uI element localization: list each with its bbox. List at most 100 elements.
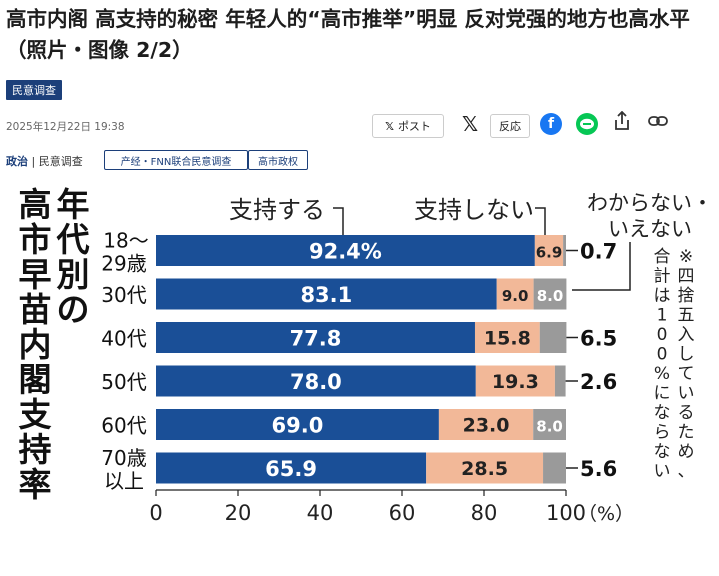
share-icon[interactable] — [613, 110, 631, 136]
chart-title-char: 内 — [19, 325, 52, 364]
chart-note-char: 捨 — [678, 286, 695, 306]
data-label-dontknow: 8.0 — [536, 418, 563, 436]
bar-dontknow — [543, 452, 566, 484]
bar-nonsupport — [426, 452, 544, 484]
x-tick-label: 60 — [389, 501, 416, 525]
bar-support — [156, 365, 476, 397]
bar-support — [156, 409, 439, 440]
chart-note-char: 0 — [657, 325, 668, 345]
react-button[interactable]: 反応 — [490, 114, 530, 138]
data-label-nonsupport: 15.8 — [484, 328, 531, 350]
chart-title-char: の — [57, 290, 90, 329]
category-label: 60代 — [101, 414, 146, 438]
chart-note-char: 合 — [654, 247, 671, 267]
chart-note-char: い — [678, 384, 695, 404]
article-headline: 高市内阁 高支持的秘密 年轻人的“高市推举”明显 反对党强的地方也高水平（照片・… — [6, 7, 690, 62]
bar-nonsupport — [475, 365, 555, 397]
chart-note-char: は — [654, 286, 671, 306]
bar-support — [156, 452, 427, 484]
legend-support-leader — [333, 207, 344, 236]
category-tag[interactable]: 民意调查 — [6, 80, 62, 100]
x-tick-label: 100 — [546, 501, 586, 525]
facebook-icon[interactable]: f — [540, 113, 562, 135]
category-label: 30代 — [101, 283, 146, 307]
bar-dontknow — [539, 322, 567, 353]
data-label-support: 77.8 — [290, 327, 342, 351]
chart-title-char: 高 — [19, 186, 52, 224]
bar-dontknow — [554, 365, 566, 397]
x-icon[interactable]: 𝕏 — [462, 112, 479, 136]
chip-survey[interactable]: 产经・FNN联合民意调查 — [104, 150, 248, 170]
breadcrumb-sub[interactable]: 民意调查 — [38, 155, 83, 168]
chart-title-char: 市 — [19, 220, 52, 259]
category-label: 50代 — [101, 370, 146, 394]
category-label: 29歳 — [101, 252, 146, 276]
chart-note-char: 五 — [678, 306, 695, 326]
bar-nonsupport — [496, 278, 534, 310]
chart-note-char: た — [678, 423, 695, 443]
x-tick-label: 80 — [471, 501, 498, 525]
chart-title-char: 持 — [19, 430, 52, 469]
chart-note-char: い — [654, 462, 671, 482]
post-button[interactable]: 𝕏 ポスト — [372, 114, 444, 138]
x-axis-unit: （%） — [578, 503, 634, 525]
publish-date: 2025年12月22日 19:38 — [6, 121, 125, 133]
legend-dontknow-line1: わからない・ — [587, 191, 713, 215]
chart-title-char: 代 — [56, 220, 90, 259]
bar-support — [156, 322, 475, 353]
chart-note-char: 、 — [678, 462, 695, 482]
chart-title-char: 苗 — [19, 290, 52, 329]
link-icon[interactable] — [648, 113, 668, 132]
data-label-support: 65.9 — [265, 457, 317, 481]
bar-dontknow — [533, 278, 567, 310]
chart-image: 高市早苗内閣支持率 年代別の 支持する 支持しない わからない・ いえない 18～ 29歳 30… — [0, 185, 719, 572]
chart-note-char: し — [678, 345, 695, 365]
chart-note-char: 0 — [657, 345, 668, 365]
data-label-nonsupport: 19.3 — [492, 371, 539, 393]
x-small-icon: 𝕏 — [385, 119, 394, 133]
chart-title-char: 別 — [57, 255, 90, 294]
data-label-support: 83.1 — [300, 283, 352, 307]
legend-nonsupport-leader — [535, 207, 546, 236]
category-label: 70歳 — [101, 446, 146, 470]
legend-dontknow-leader — [572, 242, 631, 291]
chart-note-char: め — [678, 442, 695, 462]
data-label-support: 69.0 — [272, 414, 324, 438]
breadcrumb: 政治 | 民意调查 — [6, 153, 83, 169]
data-label-dontknow: 5.6 — [580, 457, 617, 481]
data-label-nonsupport: 9.0 — [502, 287, 529, 305]
bar-nonsupport — [438, 409, 534, 440]
chip-government[interactable]: 高市政权 — [248, 150, 308, 170]
bar-dontknow — [533, 409, 566, 440]
chart-note-char: % — [654, 364, 670, 384]
data-label-dontknow: 0.7 — [580, 240, 617, 264]
category-label: 40代 — [101, 327, 146, 351]
chart-note-char: 1 — [657, 306, 668, 326]
chart-title-char: 率 — [19, 465, 52, 504]
chart-note-char: ※ — [679, 247, 693, 267]
chart-note-char: て — [678, 364, 695, 384]
legend-dontknow-line2: いえない — [608, 217, 692, 241]
x-tick-label: 0 — [149, 501, 162, 525]
data-label-dontknow: 8.0 — [537, 287, 564, 305]
chart-note-char: な — [654, 403, 671, 423]
post-label: ポスト — [397, 120, 431, 133]
data-label-dontknow: 2.6 — [580, 370, 617, 394]
chart-title-char: 支 — [19, 395, 52, 434]
chart-note-char: 四 — [678, 267, 695, 287]
x-tick-label: 20 — [225, 501, 252, 525]
chart-note-char: る — [678, 403, 695, 423]
line-icon[interactable] — [576, 113, 598, 135]
breadcrumb-section[interactable]: 政治 — [6, 155, 28, 168]
data-label-dontknow: 6.5 — [580, 327, 617, 351]
chart-note-char: 計 — [654, 267, 671, 287]
data-label-support: 78.0 — [290, 370, 342, 394]
chart-title-char: 閣 — [19, 360, 52, 399]
bar-nonsupport — [474, 322, 540, 353]
chart-note-char: 入 — [678, 325, 695, 345]
chart-title-char: 年 — [57, 186, 90, 224]
breadcrumb-separator: | — [31, 155, 39, 168]
data-label-support: 92.4% — [309, 240, 382, 264]
bar-support — [156, 278, 497, 310]
legend-support: 支持する — [229, 196, 325, 224]
